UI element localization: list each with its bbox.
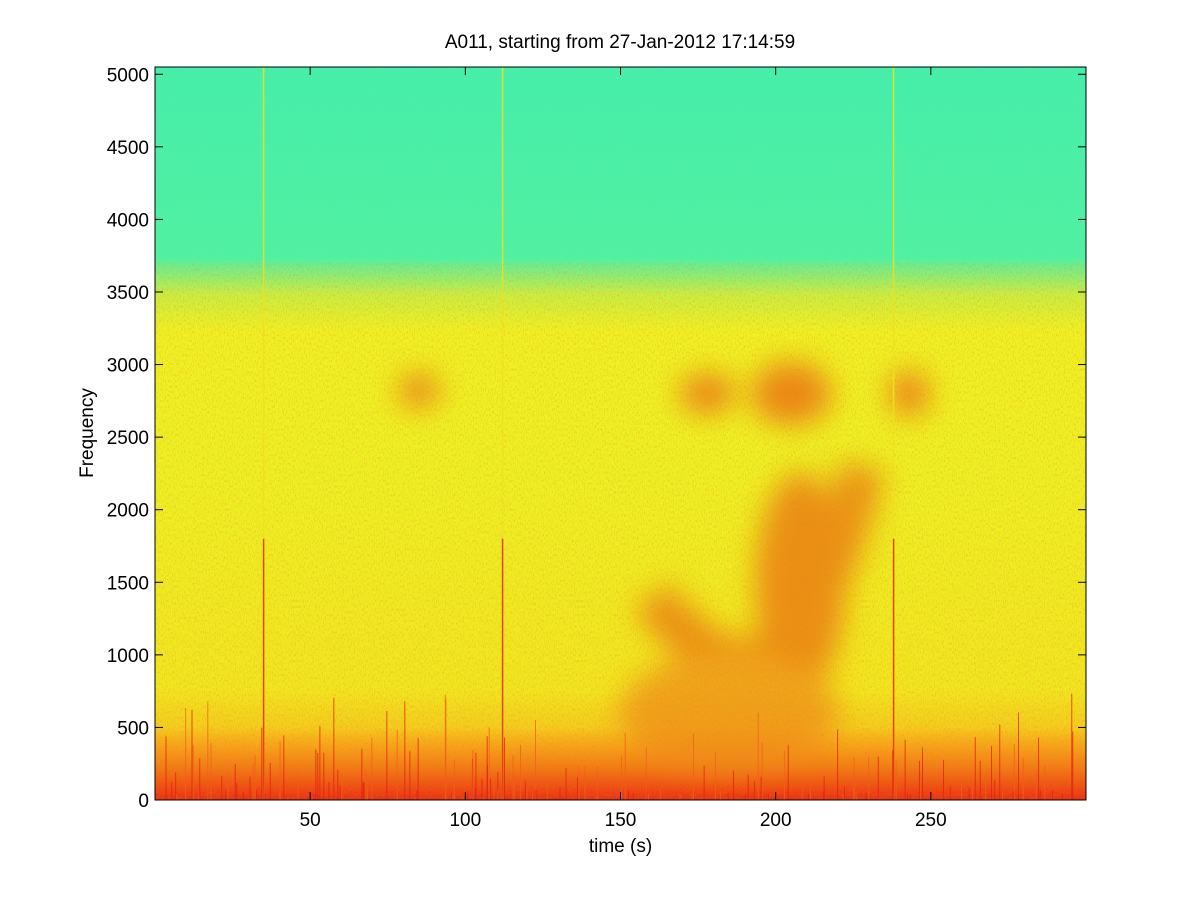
y-tick-label: 2500	[107, 428, 149, 449]
y-axis: 0 500 1000 1500 2000 2500 3000 3500 4000 4500 5000	[107, 65, 1086, 812]
y-axis-label: Frequency	[77, 388, 98, 478]
x-tick-label: 150	[605, 810, 637, 831]
noise-warm	[155, 262, 1086, 800]
chart-title: A011, starting from 27-Jan-2012 17:14:59	[444, 32, 796, 53]
x-tick-label: 50	[300, 810, 321, 831]
y-tick-label: 1500	[107, 573, 149, 594]
y-tick-label: 4000	[107, 210, 149, 231]
y-tick-label: 1000	[107, 646, 149, 667]
y-tick-label: 2000	[107, 501, 149, 522]
spectrogram-image	[155, 67, 1086, 800]
x-tick-label: 250	[915, 810, 947, 831]
noise-cool	[155, 67, 1086, 292]
y-tick-label: 4500	[107, 138, 149, 159]
x-axis: 50 100 150 200 250	[300, 67, 947, 831]
y-tick-label: 0	[138, 791, 149, 812]
x-axis-label: time (s)	[588, 836, 653, 857]
y-tick-label: 500	[117, 718, 149, 739]
x-tick-label: 100	[449, 810, 481, 831]
y-tick-label: 3000	[107, 356, 149, 377]
x-tick-label: 200	[760, 810, 792, 831]
y-tick-label: 3500	[107, 283, 149, 304]
y-tick-label: 5000	[107, 65, 149, 86]
